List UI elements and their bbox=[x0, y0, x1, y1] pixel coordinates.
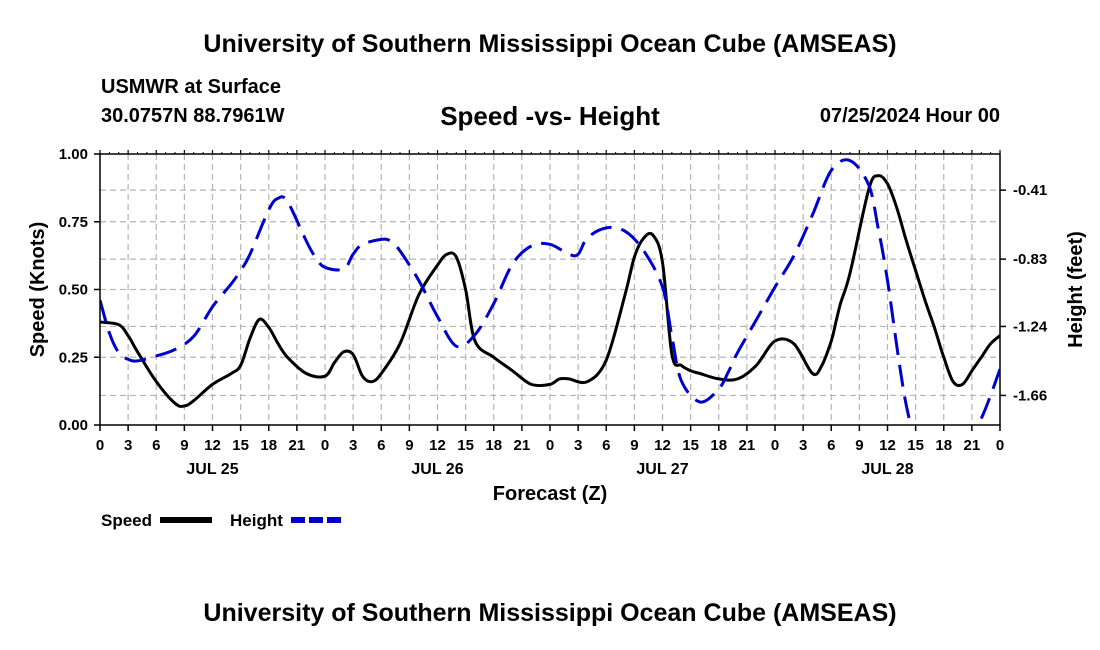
x-tick-label: 9 bbox=[405, 437, 413, 454]
y-tick-label: 1.00 bbox=[59, 146, 88, 163]
x-tick-label: 18 bbox=[935, 437, 952, 454]
footer-title: University of Southern Mississippi Ocean… bbox=[203, 599, 897, 627]
day-label: JUL 28 bbox=[861, 461, 913, 478]
x-tick-label: 21 bbox=[964, 437, 981, 454]
x-tick-label: 18 bbox=[260, 437, 277, 454]
x-tick-label: 0 bbox=[546, 437, 554, 454]
x-tick-label: 0 bbox=[321, 437, 329, 454]
day-label: JUL 26 bbox=[411, 461, 463, 478]
x-tick-label: 9 bbox=[630, 437, 638, 454]
x-tick-label: 3 bbox=[124, 437, 132, 454]
x-tick-label: 15 bbox=[682, 437, 699, 454]
x-tick-label: 12 bbox=[429, 437, 446, 454]
x-tick-label: 18 bbox=[485, 437, 502, 454]
y-tick-label: 0.75 bbox=[59, 214, 88, 231]
y2-tick-label: -1.24 bbox=[1013, 318, 1048, 335]
x-tick-label: 6 bbox=[377, 437, 385, 454]
x-tick-label: 6 bbox=[152, 437, 160, 454]
x-tick-label: 0 bbox=[996, 437, 1004, 454]
day-label: JUL 27 bbox=[636, 461, 688, 478]
x-tick-label: 21 bbox=[739, 437, 756, 454]
day-label: JUL 25 bbox=[186, 461, 238, 478]
y-axis-title: Speed (Knots) bbox=[27, 222, 49, 358]
y2-tick-label: -0.41 bbox=[1013, 182, 1047, 199]
x-tick-label: 12 bbox=[204, 437, 221, 454]
x-tick-label: 12 bbox=[879, 437, 896, 454]
x-tick-label: 3 bbox=[574, 437, 582, 454]
y2-tick-label: -1.66 bbox=[1013, 387, 1047, 404]
forecast-datetime: 07/25/2024 Hour 00 bbox=[819, 105, 1000, 127]
legend-label-speed: Speed bbox=[101, 511, 152, 530]
x-tick-label: 3 bbox=[799, 437, 807, 454]
x-tick-label: 15 bbox=[232, 437, 249, 454]
plot-frame bbox=[99, 153, 1001, 426]
legend-label-height: Height bbox=[230, 511, 283, 530]
y-tick-label: 0.50 bbox=[59, 282, 88, 299]
x-tick-label: 21 bbox=[514, 437, 531, 454]
x-tick-label: 0 bbox=[96, 437, 104, 454]
y2-axis-title: Height (feet) bbox=[1065, 231, 1087, 348]
y2-tick-label: -0.83 bbox=[1013, 251, 1047, 268]
x-tick-label: 9 bbox=[180, 437, 188, 454]
plot-area bbox=[100, 158, 1000, 425]
x-tick-label: 9 bbox=[855, 437, 863, 454]
x-axis-title: Forecast (Z) bbox=[493, 483, 607, 505]
x-tick-label: 15 bbox=[907, 437, 924, 454]
chart-title: Speed -vs- Height bbox=[440, 101, 660, 131]
station-coordinates: 30.0757N 88.7961W bbox=[101, 105, 285, 127]
main-title: University of Southern Mississippi Ocean… bbox=[203, 30, 897, 58]
series-line-speed bbox=[100, 174, 1000, 408]
station-label: USMWR at Surface bbox=[101, 76, 282, 98]
x-tick-label: 15 bbox=[457, 437, 474, 454]
x-tick-label: 12 bbox=[654, 437, 671, 454]
y-tick-label: 0.00 bbox=[59, 417, 88, 434]
x-tick-label: 6 bbox=[602, 437, 610, 454]
x-tick-label: 3 bbox=[349, 437, 357, 454]
x-tick-label: 18 bbox=[710, 437, 727, 454]
y-tick-label: 0.25 bbox=[59, 349, 88, 366]
x-tick-label: 21 bbox=[289, 437, 306, 454]
x-tick-label: 6 bbox=[827, 437, 835, 454]
x-tick-label: 0 bbox=[771, 437, 779, 454]
series-line-height bbox=[100, 158, 1000, 425]
